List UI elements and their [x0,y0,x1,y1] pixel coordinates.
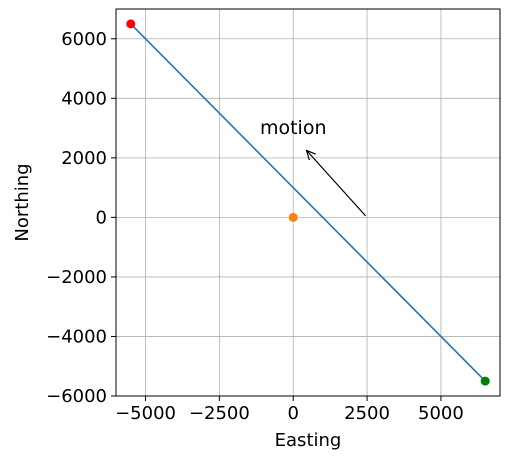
x-tick-label: 0 [288,403,299,424]
x-tick-label: −5000 [115,403,176,424]
y-tick-label: 4000 [61,88,107,109]
ticks: −5000 −2500 0 2500 5000 −6000 −4000 −2000 0 2000 4… [46,29,464,424]
plot-data [126,19,490,386]
annotation-arrow-line [306,150,367,217]
x-tick-label: 5000 [418,403,464,424]
y-tick-label: −2000 [46,267,107,288]
y-tick-label: 0 [96,207,107,228]
data-point-1 [288,212,298,222]
y-axis-label: Northing [12,163,33,241]
y-tick-label: 2000 [61,148,107,169]
y-tick-label: −6000 [46,386,107,407]
x-tick-label: 2500 [344,403,390,424]
data-point-0 [126,19,136,29]
plot-area-frame [115,8,501,397]
series-line-0 [130,23,486,382]
annotations: motion [260,117,367,217]
y-tick-label: 6000 [61,29,107,50]
data-point-2 [480,376,490,386]
y-tick-label: −4000 [46,326,107,347]
x-axis-label: Easting [275,430,342,451]
annotation-arrow-head [305,149,317,161]
x-tick-label: −2500 [189,403,250,424]
annotation-text: motion [260,117,327,139]
